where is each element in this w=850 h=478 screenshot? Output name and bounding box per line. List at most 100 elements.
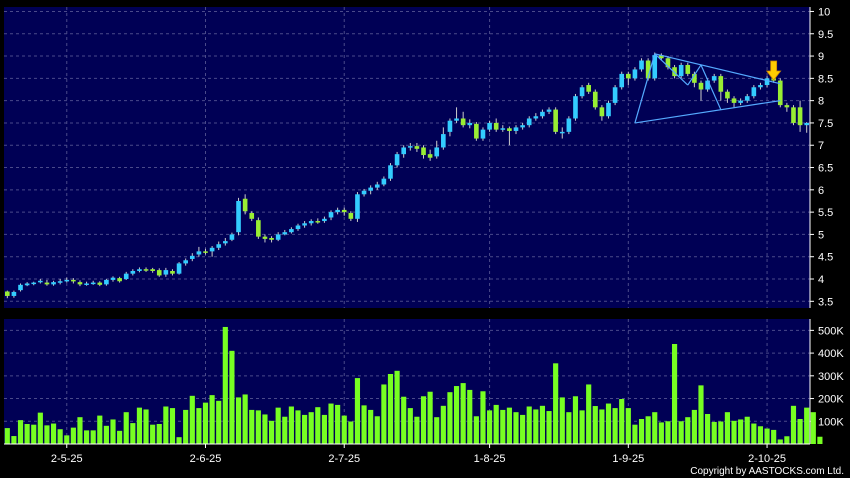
volume-bar [196,408,202,444]
volume-bar [487,410,493,444]
x-tick-label: 2-5-25 [51,453,83,465]
candle-body [236,200,241,233]
candle-body [526,118,532,126]
candle-body [163,270,169,275]
volume-bar [790,405,797,444]
price-tick-label: 5 [818,229,824,241]
price-tick-label: 6 [818,185,824,197]
candle-body [269,237,274,240]
volume-bar [645,416,651,444]
candle-body [203,251,208,253]
volume-tick-label: 500K [818,325,844,337]
volume-bar [612,408,618,444]
volume-bar [64,435,70,444]
candle-body [513,127,519,131]
candle-body [295,225,301,230]
candle-body [374,184,380,188]
candle-body [176,263,182,274]
candle-body [414,146,420,149]
price-tick-label: 9 [818,51,824,63]
volume-bar [57,429,63,444]
volume-bar [130,423,136,444]
volume-bar [17,420,24,444]
volume-bar [586,384,592,444]
candle-body [104,279,109,285]
candle-body [11,291,17,296]
candle-body [632,69,638,79]
volume-bar [520,414,526,444]
volume-bar [427,391,433,444]
candle-body [51,282,56,285]
volume-bar [401,396,407,444]
volume-bar [268,420,275,444]
candle-body [308,221,314,224]
candle-body [804,122,810,126]
volume-bar [302,414,308,444]
price-tick-label: 4.5 [818,252,833,264]
volume-bar [566,412,572,444]
volume-bar [90,430,96,444]
candle-body [137,269,142,271]
candle-body [698,82,704,90]
volume-bar [176,437,182,444]
price-tick-label: 7 [818,140,824,152]
volume-bar [361,405,367,444]
volume-bar [368,409,374,444]
candle-body [692,73,697,83]
volume-bar [671,344,678,444]
candle-body [744,96,750,101]
x-tick-label: 2-10-25 [748,453,786,465]
volume-bar [698,385,704,444]
volume-bar [255,410,261,444]
volume-bar [235,397,242,444]
volume-bar [500,409,506,444]
candle-body [758,85,763,88]
candle-body [672,67,677,77]
volume-bar [328,403,334,444]
candle-body [791,107,796,123]
candle-body [31,282,37,285]
volume-bar [592,406,598,444]
candle-body [355,194,360,219]
volume-bar [354,378,361,444]
volume-bar [143,409,149,444]
candle-body [282,232,288,235]
volume-tick-label: 400K [818,348,844,360]
volume-bar [718,421,724,444]
volume-bar [315,407,321,444]
volume-bar [605,403,612,444]
candle-body [71,279,76,282]
volume-bar [579,410,585,444]
candle-body [434,147,440,157]
candle-body [388,165,393,179]
volume-bar [533,409,539,444]
volume-bar [731,420,737,444]
price-tick-label: 10 [818,6,830,18]
volume-bar [222,326,228,444]
volume-bar [414,416,420,444]
candle-body [143,269,149,271]
volume-tick-label: 200K [818,394,844,406]
candle-body [665,58,671,68]
candle-body [256,220,261,237]
candle-body [579,87,585,97]
candle-body [678,64,684,77]
volume-bar [117,430,123,444]
candle-body [361,190,367,195]
candle-body [659,55,664,59]
volume-bar [724,412,730,444]
candle-body [315,221,321,223]
candle-body [718,76,724,92]
price-tick-label: 6.5 [818,163,833,175]
pattern-line [700,64,722,110]
candle-body [262,236,268,239]
volume-bar [625,408,631,444]
copyright-text: Copyright by AASTOCKS.com Ltd. [690,466,844,477]
volume-bar [341,415,347,444]
candle-body [764,78,770,86]
candle-body [460,118,466,126]
volume-bar [84,430,90,444]
candle-body [335,209,340,213]
pattern-line [654,53,781,85]
candle-body [652,55,658,79]
